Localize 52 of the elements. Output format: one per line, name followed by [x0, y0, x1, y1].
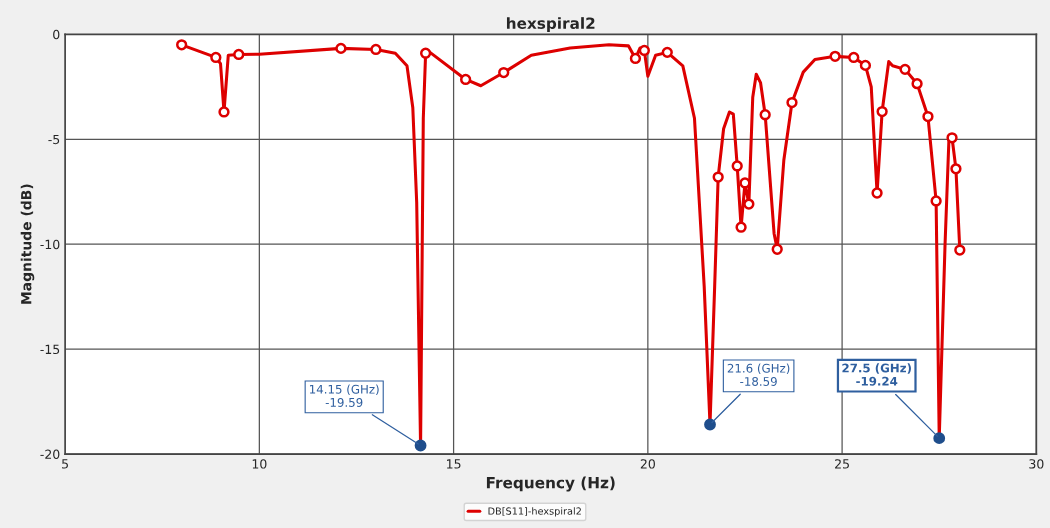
point	[946, 132, 958, 144]
point	[498, 66, 510, 79]
point	[176, 39, 188, 51]
annotation: 27.5 (GHz) -19.24	[842, 363, 911, 386]
point	[950, 163, 962, 175]
point	[661, 46, 673, 59]
point	[335, 42, 347, 55]
y-axis-title: Magnitude (dB)	[20, 184, 35, 304]
point	[638, 44, 650, 57]
point	[930, 195, 942, 207]
annotation: 21.6 (GHz) -18.59	[727, 363, 790, 386]
point	[848, 51, 860, 64]
x-tick-label: 20	[640, 459, 655, 469]
point	[922, 110, 934, 123]
point	[771, 243, 783, 255]
y-tick-label: 0	[53, 29, 60, 40]
annotation: 14.15 (GHz) -19.59	[309, 384, 379, 407]
point	[899, 63, 911, 76]
x-tick-label: 10	[252, 459, 267, 469]
point	[210, 51, 222, 64]
point	[786, 96, 798, 109]
x-axis-title: Frequency (Hz)	[486, 476, 615, 492]
point	[712, 171, 724, 183]
point	[954, 244, 966, 256]
point	[629, 52, 642, 65]
y-tick-label: -20	[40, 449, 60, 460]
point	[911, 78, 923, 90]
chart-title: hexspiral2	[506, 17, 595, 32]
point	[419, 47, 432, 59]
point	[704, 418, 716, 431]
y-tick-label: -15	[40, 344, 60, 355]
x-tick-label: 5	[62, 459, 68, 469]
point	[759, 109, 771, 121]
point	[743, 198, 755, 210]
point	[876, 105, 888, 118]
y-tick-label: -5	[48, 134, 60, 145]
x-tick-label: 30	[1029, 459, 1044, 469]
point	[871, 187, 883, 199]
legend-label: DB[S11]-hexspiral2	[488, 507, 581, 517]
y-tick-label: -10	[40, 239, 60, 250]
point	[233, 48, 245, 61]
point	[933, 432, 946, 445]
point	[414, 439, 427, 452]
point	[460, 73, 472, 86]
point	[370, 43, 382, 56]
point	[218, 106, 230, 118]
point	[859, 59, 872, 72]
x-tick-label: 25	[835, 459, 849, 469]
point	[731, 160, 743, 172]
x-tick-label: 15	[447, 459, 461, 469]
point	[829, 50, 841, 62]
point	[735, 221, 747, 233]
